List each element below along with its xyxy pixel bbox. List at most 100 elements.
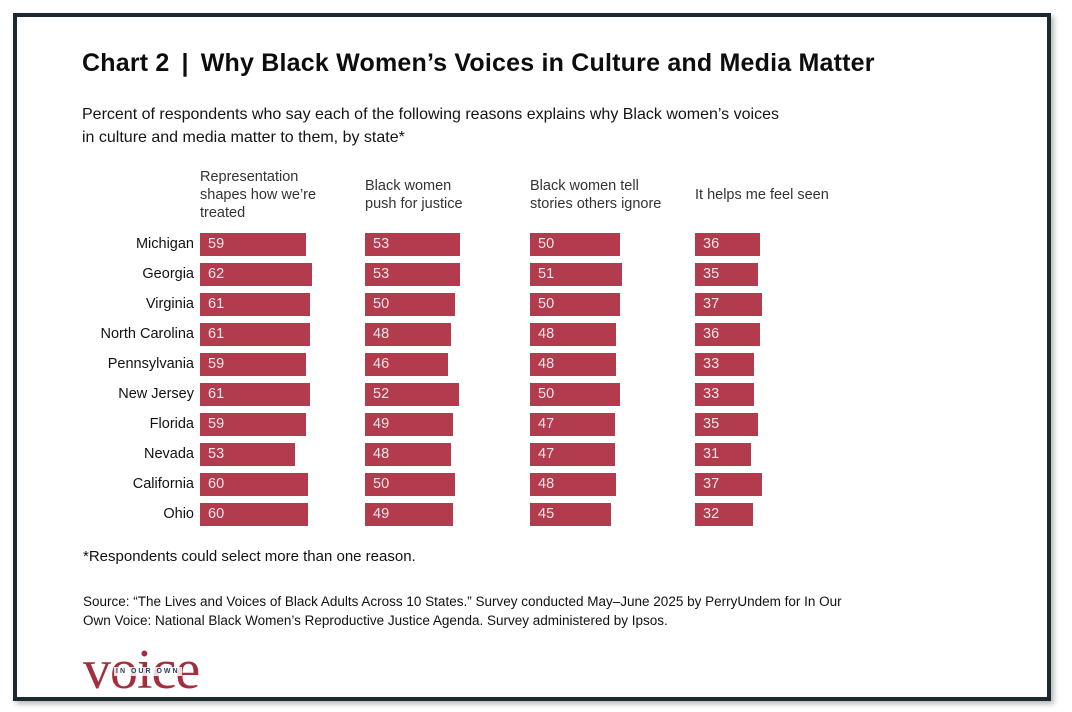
bar-cell: 51 [530,262,695,286]
bar-value-label: 50 [538,236,555,252]
bar-value-label: 49 [373,416,390,432]
logo-wordmark: voice [83,639,200,701]
chart-title: Chart 2 | Why Black Women’s Voices in Cult… [82,49,875,78]
state-label: Florida [149,416,194,432]
chart-row: Nevada 53 48 47 31 [26,439,860,469]
state-label: North Carolina [100,326,195,342]
bar: 49 [365,412,454,436]
bar-value-label: 48 [538,476,555,492]
bar-cell: 60 [200,472,365,496]
state-label: Michigan [135,236,194,252]
bar-value-label: 48 [538,356,555,372]
bar-value-label: 61 [208,326,225,342]
bar: 48 [365,322,452,346]
bar-cell: 33 [695,352,860,376]
source-line-2: Own Voice: National Black Women’s Reprod… [83,613,668,628]
bar-cell: 35 [695,262,860,286]
bar-value-label: 59 [208,416,225,432]
bar-value-label: 53 [373,236,390,252]
chart-subtitle: Percent of respondents who say each of t… [82,103,779,149]
bar: 48 [530,352,617,376]
chart-row: Georgia 62 53 51 35 [26,259,860,289]
chart-row: New Jersey 61 52 50 33 [26,379,860,409]
bar-value-label: 49 [373,506,390,522]
bar: 37 [695,472,762,496]
bar: 35 [695,412,758,436]
bar-cell: 50 [530,232,695,256]
bar-value-label: 50 [373,476,390,492]
bar-value-label: 61 [208,386,225,402]
chart-row: North Carolina 61 48 48 36 [26,319,860,349]
bar: 36 [695,232,760,256]
bar-cell: 59 [200,352,365,376]
bar-cell: 59 [200,412,365,436]
bar-cell: 48 [365,322,530,346]
bar-cell: 48 [530,322,695,346]
bar-cell: 48 [530,352,695,376]
state-label: Nevada [144,446,194,462]
state-label: New Jersey [118,386,194,402]
bar-value-label: 52 [373,386,390,402]
column-header-justice: Black women push for justice [365,178,463,212]
bar-cell: 37 [695,292,860,316]
bar-value-label: 36 [703,326,720,342]
bar-cell: 53 [365,262,530,286]
bar-value-label: 48 [373,326,390,342]
bar-cell: 49 [365,412,530,436]
source-line-1: Source: “The Lives and Voices of Black A… [83,594,842,609]
bar-value-label: 33 [703,356,720,372]
bar-value-label: 53 [373,266,390,282]
bar-value-label: 50 [538,386,555,402]
bar: 33 [695,352,755,376]
bar-value-label: 60 [208,476,225,492]
bar: 50 [530,382,620,406]
bar: 53 [200,442,296,466]
bar: 45 [530,502,611,526]
bar-cell: 46 [365,352,530,376]
bar: 62 [200,262,312,286]
chart-row: Virginia 61 50 50 37 [26,289,860,319]
bar-value-label: 47 [538,416,555,432]
bar-value-label: 53 [208,446,225,462]
column-header-feel-seen: It helps me feel seen [695,187,829,203]
bar-cell: 37 [695,472,860,496]
state-label: Ohio [163,506,194,522]
bar-cell: 50 [530,382,695,406]
chart-title-main: Why Black Women’s Voices in Culture and … [200,49,875,77]
bar-value-label: 37 [703,296,720,312]
bar-value-label: 46 [373,356,390,372]
bar: 47 [530,442,615,466]
bar-cell: 53 [200,442,365,466]
bar: 50 [530,232,620,256]
state-label: California [132,476,194,492]
bar-cell: 48 [365,442,530,466]
bar-value-label: 31 [703,446,720,462]
bar-cell: 50 [365,472,530,496]
bar-cell: 53 [365,232,530,256]
brand-logo: voice IN OUR OWN [83,640,283,704]
bar-cell: 61 [200,322,365,346]
bar: 61 [200,292,310,316]
bar: 61 [200,322,310,346]
chart-frame: Chart 2 | Why Black Women’s Voices in Cult… [13,13,1051,701]
bar: 48 [530,472,617,496]
bar: 35 [695,262,758,286]
chart-subtitle-line-2: in culture and media matter to them, by … [82,129,405,146]
bar: 59 [200,352,307,376]
bar-value-label: 51 [538,266,555,282]
bar: 52 [365,382,459,406]
bar: 59 [200,232,307,256]
bar-cell: 61 [200,292,365,316]
bar-value-label: 59 [208,236,225,252]
bar-value-label: 45 [538,506,555,522]
bar-value-label: 36 [703,236,720,252]
bar: 51 [530,262,622,286]
chart-title-separator: | [181,49,189,77]
chart-row: California 60 50 48 37 [26,469,860,499]
chart-title-prefix: Chart 2 [82,49,170,77]
bar: 59 [200,412,307,436]
bar-cell: 47 [530,442,695,466]
state-label: Pennsylvania [107,356,194,372]
bar-cell: 48 [530,472,695,496]
bar: 50 [365,472,455,496]
